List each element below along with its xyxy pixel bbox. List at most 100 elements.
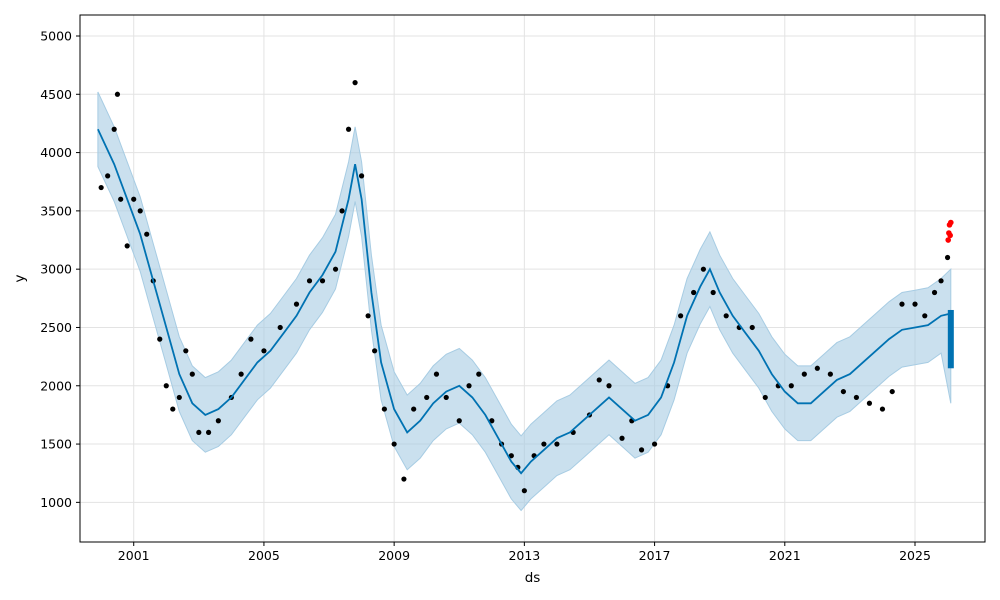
observed-point	[814, 365, 820, 371]
observed-point	[922, 313, 928, 319]
observed-point	[183, 348, 189, 354]
observed-point	[723, 313, 729, 319]
observed-point	[866, 400, 873, 406]
x-tick-label: 2001	[118, 548, 150, 563]
y-tick-label: 5000	[40, 28, 72, 43]
y-tick-label: 4000	[40, 145, 72, 160]
observed-point	[319, 278, 326, 284]
observed-point	[345, 126, 352, 132]
observed-point	[332, 266, 339, 272]
interval-band	[97, 91, 952, 512]
plot-frame	[79, 14, 986, 543]
x-tick-label: 2021	[769, 548, 801, 563]
observed-point	[596, 377, 602, 383]
observed-point	[938, 278, 944, 284]
observed-point	[238, 371, 244, 377]
observed-point	[541, 441, 547, 447]
observed-point	[700, 266, 707, 272]
observed-point	[105, 173, 111, 179]
x-tick-label: 2005	[248, 548, 280, 563]
observed-point	[899, 301, 905, 307]
observed-point	[889, 388, 895, 395]
y-tick-label: 4500	[40, 87, 72, 102]
observed-point	[801, 371, 807, 377]
y-tick-label: 3500	[40, 203, 72, 218]
observed-point	[521, 488, 527, 494]
observed-point	[433, 371, 440, 377]
observed-point	[196, 429, 202, 436]
y-axis-ticks: 1000 1500 2000 2500 3000 3500 4000 4500 5000	[40, 28, 80, 510]
observed-point	[749, 324, 755, 331]
observed-point	[189, 371, 195, 377]
x-axis-label: ds	[525, 570, 541, 586]
observed-point	[372, 348, 378, 354]
observed-point	[638, 447, 645, 453]
y-tick-label: 1500	[40, 437, 72, 452]
y-tick-label: 2500	[40, 320, 72, 335]
y-tick-label: 3000	[40, 262, 72, 277]
observed-point	[98, 184, 104, 191]
observed-point	[248, 336, 254, 342]
observed-point	[606, 383, 612, 389]
highlight-point	[948, 219, 954, 226]
x-tick-label: 2025	[899, 548, 931, 563]
observed-point	[619, 435, 625, 441]
observed-point	[840, 388, 846, 395]
y-axis-label: y	[12, 275, 28, 283]
observed-point	[306, 278, 313, 284]
observed-point	[879, 406, 886, 412]
observed-point	[215, 418, 221, 424]
y-tick-label: 1000	[40, 495, 72, 510]
observed-point	[176, 394, 182, 401]
observed-point	[710, 289, 716, 296]
observed-point	[137, 208, 143, 214]
observed-point	[827, 371, 833, 377]
x-tick-label: 2017	[639, 548, 671, 563]
observed-point	[466, 383, 472, 389]
observed-point	[401, 476, 407, 482]
observed-points	[98, 80, 951, 494]
observed-point	[111, 126, 117, 132]
observed-point	[358, 173, 365, 179]
observed-point	[853, 394, 860, 401]
observed-point	[554, 441, 560, 447]
observed-point	[381, 406, 387, 412]
observed-point	[391, 441, 397, 447]
observed-point	[762, 394, 768, 401]
observed-point	[456, 418, 462, 424]
observed-point	[508, 453, 514, 459]
forecast-spread	[947, 309, 954, 369]
forecast-spread-bar	[947, 309, 954, 369]
observed-point	[118, 196, 124, 202]
observed-point	[424, 394, 430, 401]
highlight-points	[945, 219, 954, 243]
observed-point	[365, 313, 371, 319]
forecast-path	[97, 128, 952, 475]
x-tick-label: 2009	[378, 548, 410, 563]
x-axis-ticks: 2001 2005 2009 2013 2017 2021 2025	[118, 542, 931, 563]
highlight-point	[945, 237, 952, 243]
observed-point	[205, 429, 212, 436]
uncertainty-interval	[97, 91, 952, 512]
observed-point	[163, 383, 169, 389]
observed-point	[170, 406, 176, 412]
observed-point	[114, 91, 121, 97]
observed-point	[131, 196, 137, 202]
observed-point	[443, 394, 449, 401]
observed-point	[691, 289, 697, 296]
observed-point	[489, 418, 495, 424]
y-tick-label: 2000	[40, 378, 72, 393]
observed-point	[931, 289, 938, 296]
forecast-line	[97, 128, 952, 475]
observed-point	[157, 336, 163, 342]
observed-point	[352, 80, 358, 86]
observed-point	[339, 208, 345, 214]
observed-point	[476, 371, 482, 377]
highlight-point	[947, 232, 953, 239]
observed-point	[651, 441, 658, 447]
observed-point	[788, 383, 794, 389]
x-tick-label: 2013	[508, 548, 540, 563]
observed-point	[144, 231, 150, 237]
observed-point	[912, 301, 918, 307]
